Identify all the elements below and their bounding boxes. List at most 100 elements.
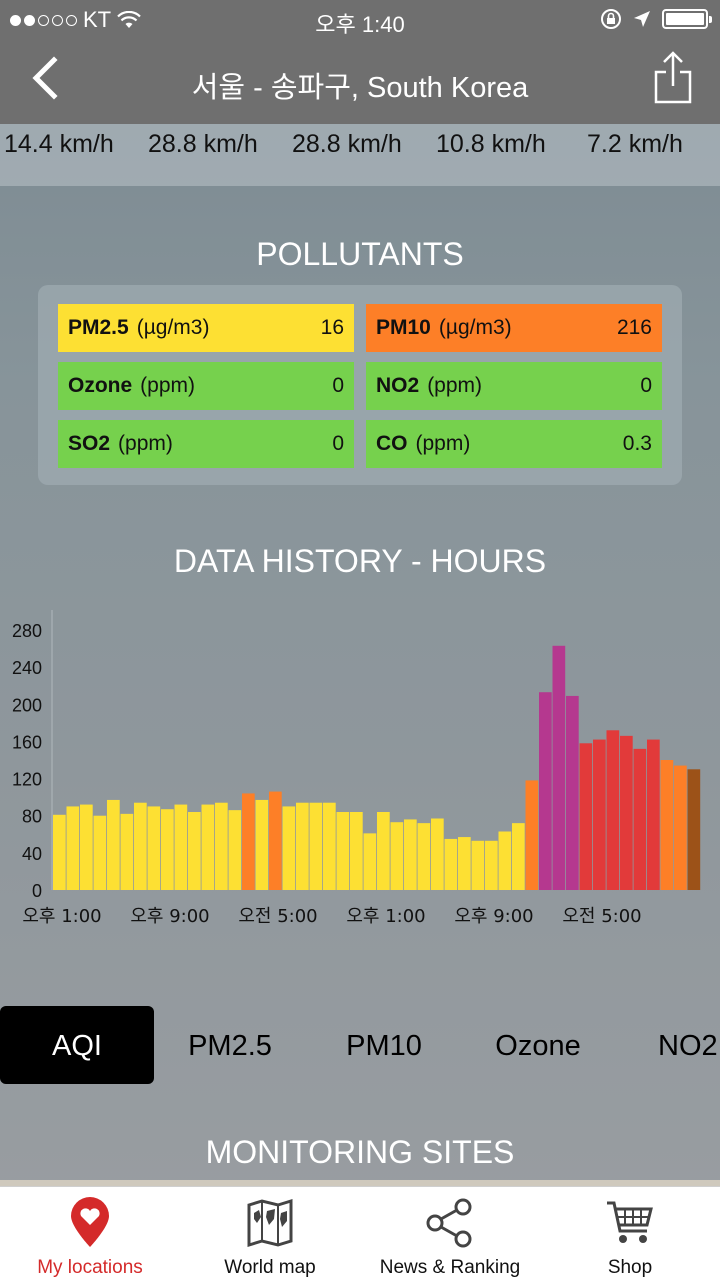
- chart-bar[interactable]: [363, 833, 377, 890]
- chart-bar[interactable]: [552, 645, 566, 890]
- tabbar-my-locations[interactable]: My locations: [0, 1187, 180, 1280]
- pollutant-cell-pm25[interactable]: PM2.5 (µg/m3) 16: [58, 304, 354, 352]
- chart-bar[interactable]: [498, 831, 512, 891]
- chart-bar[interactable]: [255, 799, 269, 890]
- pollutant-name: PM2.5: [68, 316, 129, 339]
- chart-bar[interactable]: [242, 793, 255, 890]
- chart-bar[interactable]: [147, 806, 161, 890]
- tabbar-shop[interactable]: Shop: [540, 1187, 720, 1280]
- chart-bar[interactable]: [444, 838, 458, 890]
- tab-pm25[interactable]: PM2.5: [188, 1030, 272, 1062]
- chart-bar[interactable]: [471, 840, 485, 890]
- chart-bar[interactable]: [539, 692, 552, 890]
- chart-bar[interactable]: [390, 822, 404, 890]
- history-chart[interactable]: 0 40 80 120 160 200 240 280 오후 1:00 오후 9:00 오전 5:0…: [0, 600, 720, 940]
- tab-ozone[interactable]: Ozone: [495, 1030, 581, 1062]
- chart-bar[interactable]: [633, 748, 647, 890]
- tabbar-label: World map: [224, 1257, 316, 1278]
- chart-bar[interactable]: [431, 818, 444, 891]
- chart-bar[interactable]: [53, 814, 66, 890]
- chart-bar[interactable]: [404, 819, 417, 890]
- chart-bar[interactable]: [120, 813, 134, 890]
- chart-bar[interactable]: [161, 809, 174, 890]
- wind-speed-strip[interactable]: 14.4 km/h 28.8 km/h 28.8 km/h 10.8 km/h …: [0, 124, 720, 186]
- battery-icon: [662, 9, 712, 29]
- tab-no2[interactable]: NO2: [658, 1030, 718, 1062]
- pollutant-cell-ozone[interactable]: Ozone (ppm) 0: [58, 362, 354, 410]
- y-tick-label: 240: [12, 658, 42, 678]
- chart-bar[interactable]: [201, 804, 215, 890]
- pollutant-unit: (ppm): [140, 374, 196, 397]
- tab-aqi[interactable]: AQI: [0, 1006, 154, 1084]
- y-tick-label: 200: [12, 695, 42, 715]
- pollutant-name: PM10: [376, 316, 431, 339]
- chart-bar[interactable]: [377, 812, 390, 890]
- chart-bar[interactable]: [80, 804, 93, 890]
- x-tick-label: 오후 9:00: [130, 906, 209, 927]
- chart-bar[interactable]: [458, 837, 471, 890]
- x-tick-label: 오후 1:00: [346, 906, 425, 927]
- chart-bar[interactable]: [512, 823, 525, 890]
- chart-bar[interactable]: [593, 739, 606, 890]
- history-title: DATA HISTORY - HOURS: [173, 543, 547, 579]
- pollutant-cell-pm10[interactable]: PM10 (µg/m3) 216: [366, 304, 662, 352]
- chart-bar[interactable]: [296, 802, 309, 890]
- chart-bar[interactable]: [134, 802, 147, 890]
- carrier-label: KT: [83, 7, 112, 32]
- pollutant-name: CO: [376, 432, 408, 455]
- tabbar-world-map[interactable]: World map: [180, 1187, 360, 1280]
- pollutant-value: 16: [320, 316, 344, 339]
- chart-bar[interactable]: [579, 743, 593, 890]
- back-button[interactable]: [24, 54, 74, 104]
- chart-bar[interactable]: [323, 802, 336, 890]
- pollutant-cell-co[interactable]: CO (ppm) 0.3: [366, 420, 662, 468]
- pollutant-value: 0: [640, 374, 652, 397]
- chart-bar[interactable]: [674, 765, 687, 890]
- chart-bar[interactable]: [174, 804, 188, 890]
- x-tick-label: 오후 1:00: [22, 906, 101, 927]
- chart-bar[interactable]: [687, 769, 701, 890]
- pollutant-name: SO2: [68, 432, 111, 455]
- chart-bar[interactable]: [660, 760, 674, 890]
- status-left: KT: [10, 7, 141, 33]
- tabbar-news-ranking[interactable]: News & Ranking: [360, 1187, 540, 1280]
- chart-bar[interactable]: [66, 806, 80, 890]
- pollutant-cell-no2[interactable]: NO2 (ppm) 0: [366, 362, 662, 410]
- chart-bar[interactable]: [566, 695, 579, 890]
- pollutant-name: Ozone: [68, 374, 133, 397]
- chart-bar[interactable]: [107, 799, 120, 890]
- chart-bar[interactable]: [350, 812, 363, 890]
- chart-bar[interactable]: [309, 802, 323, 890]
- bottom-tab-bar: My locations World map News & Ranking Sh…: [0, 1186, 720, 1280]
- share-button[interactable]: [648, 50, 698, 106]
- monitoring-sites-title: MONITORING SITES: [205, 1134, 515, 1170]
- chart-bar[interactable]: [606, 730, 620, 890]
- chart-bar[interactable]: [620, 735, 633, 890]
- share-nodes-icon: [426, 1198, 472, 1248]
- tabbar-label: News & Ranking: [379, 1257, 521, 1278]
- chart-bar[interactable]: [417, 823, 431, 890]
- wind-speed-value: 14.4 km/h: [4, 130, 114, 158]
- chart-bar[interactable]: [215, 802, 228, 890]
- page-title: 서울 - 송파구, South Korea: [191, 72, 529, 104]
- share-icon: [654, 51, 692, 104]
- chart-bar[interactable]: [93, 815, 107, 890]
- y-tick-label: 80: [22, 807, 42, 827]
- pollutant-name-wrap: SO2 (ppm): [68, 432, 173, 456]
- chart-bar[interactable]: [282, 806, 296, 890]
- x-tick-label: 오전 5:00: [238, 906, 317, 927]
- pollutants-title: POLLUTANTS: [256, 236, 464, 272]
- tab-pm10[interactable]: PM10: [346, 1030, 422, 1062]
- wind-speed-value: 28.8 km/h: [148, 130, 258, 158]
- chart-bar[interactable]: [647, 739, 660, 890]
- chart-bar[interactable]: [525, 780, 539, 890]
- pollutant-cell-so2[interactable]: SO2 (ppm) 0: [58, 420, 354, 468]
- chart-bar[interactable]: [188, 812, 201, 890]
- pollutant-unit: (µg/m3): [136, 316, 210, 339]
- pollutant-unit: (ppm): [415, 432, 471, 455]
- chart-bar[interactable]: [336, 812, 350, 890]
- chart-bar[interactable]: [485, 840, 498, 890]
- chart-bar[interactable]: [228, 810, 242, 890]
- chart-bar[interactable]: [269, 791, 282, 890]
- wind-speed-value: 28.8 km/h: [292, 130, 402, 158]
